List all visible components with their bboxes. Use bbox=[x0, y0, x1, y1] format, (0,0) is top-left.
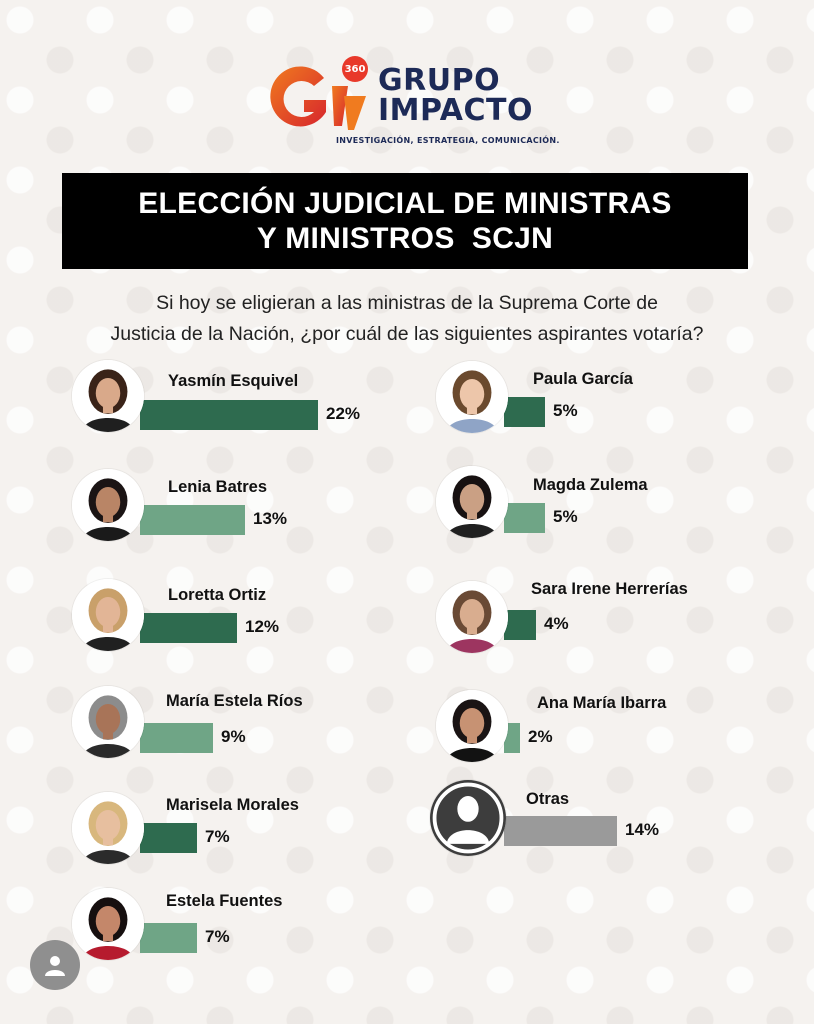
brand-line2: IMPACTO bbox=[378, 93, 533, 128]
chart-title-box: ELECCIÓN JUDICIAL DE MINISTRAS Y MINISTR… bbox=[62, 173, 748, 269]
chart-bar bbox=[504, 397, 545, 427]
chart-bar bbox=[504, 816, 617, 846]
chart-bar bbox=[140, 923, 197, 953]
chart-bar bbox=[504, 503, 545, 533]
chart-category-label: Yasmín Esquivel bbox=[168, 372, 299, 390]
chart-bar bbox=[504, 723, 520, 753]
candidate-photo bbox=[72, 792, 144, 864]
chart-category-label: Paula García bbox=[533, 370, 633, 388]
candidate-photo bbox=[72, 469, 144, 541]
chart-title-line1: ELECCIÓN JUDICIAL DE MINISTRAS bbox=[138, 187, 672, 220]
chart-category-label: Ana María Ibarra bbox=[537, 694, 667, 712]
chart-bar bbox=[140, 505, 245, 535]
brand-logo: 360 GRUPO IMPACTO INVESTIGACIÓN, ESTRATE… bbox=[262, 56, 562, 148]
chart-category-label: Otras bbox=[526, 790, 570, 808]
chart-value-label: 13% bbox=[253, 509, 288, 528]
chart-bar bbox=[140, 723, 213, 753]
chart-bar bbox=[504, 610, 536, 640]
chart-value-label: 9% bbox=[221, 727, 246, 746]
candidate-photo bbox=[72, 360, 144, 432]
chart-value-label: 7% bbox=[205, 927, 230, 946]
candidate-photo bbox=[72, 888, 144, 960]
chart-category-label: Marisela Morales bbox=[166, 796, 299, 814]
chart-category-label: Magda Zulema bbox=[533, 476, 648, 494]
candidate-photo bbox=[436, 361, 508, 433]
chart-category-label: Sara Irene Herrerías bbox=[531, 580, 688, 598]
chart-value-label: 2% bbox=[528, 727, 553, 746]
chart-value-label: 22% bbox=[326, 404, 361, 423]
user-account-button[interactable] bbox=[30, 940, 80, 990]
candidate-photo bbox=[72, 579, 144, 651]
chart-value-label: 5% bbox=[553, 401, 578, 420]
user-icon bbox=[45, 956, 65, 976]
silhouette-icon bbox=[430, 780, 506, 856]
chart-value-label: 7% bbox=[205, 827, 230, 846]
chart-value-label: 5% bbox=[553, 507, 578, 526]
brand-gi-icon bbox=[270, 66, 366, 130]
candidate-photo bbox=[436, 581, 508, 653]
chart-value-label: 14% bbox=[625, 820, 660, 839]
brand-badge: 360 bbox=[342, 56, 368, 82]
chart-category-label: María Estela Ríos bbox=[166, 692, 303, 710]
chart-category-label: Estela Fuentes bbox=[166, 892, 283, 910]
chart-category-label: Lenia Batres bbox=[168, 478, 268, 496]
survey-question-line2: Justicia de la Nación, ¿por cuál de las … bbox=[110, 323, 704, 345]
candidate-photo bbox=[436, 690, 508, 762]
brand-line1: GRUPO bbox=[378, 63, 501, 98]
chart-bar bbox=[140, 400, 318, 430]
brand-tagline: INVESTIGACIÓN, ESTRATEGIA, COMUNICACIÓN. bbox=[336, 136, 560, 145]
survey-question-line1: Si hoy se eligieran a las ministras de l… bbox=[156, 292, 658, 314]
candidate-photo bbox=[436, 466, 508, 538]
chart-value-label: 4% bbox=[544, 614, 569, 633]
candidate-photo bbox=[72, 686, 144, 758]
survey-question: Si hoy se eligieran a las ministras de l… bbox=[40, 288, 774, 350]
chart-title-line2: Y MINISTROS SCJN bbox=[256, 222, 554, 255]
chart-bar bbox=[140, 613, 237, 643]
chart-bar bbox=[140, 823, 197, 853]
chart-value-label: 12% bbox=[245, 617, 280, 636]
chart-category-label: Loretta Ortiz bbox=[168, 586, 267, 604]
